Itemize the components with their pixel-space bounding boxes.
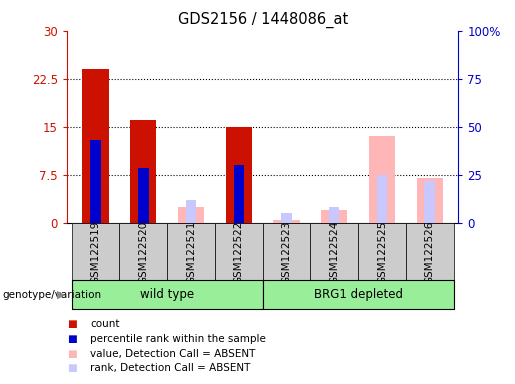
Bar — [138, 168, 148, 223]
Bar — [90, 139, 101, 223]
Bar — [329, 207, 339, 223]
Bar — [72, 280, 263, 309]
Text: GSM122522: GSM122522 — [234, 221, 244, 284]
Text: ■: ■ — [67, 319, 77, 329]
Bar — [417, 178, 443, 223]
Bar — [130, 120, 157, 223]
Text: ■: ■ — [67, 363, 77, 373]
Bar — [226, 127, 252, 223]
Bar — [167, 223, 215, 282]
Text: GSM122526: GSM122526 — [425, 221, 435, 284]
Bar — [215, 223, 263, 282]
Bar — [178, 207, 204, 223]
Bar — [377, 175, 387, 223]
Text: BRG1 depleted: BRG1 depleted — [314, 288, 403, 301]
Bar — [233, 165, 244, 223]
Text: rank, Detection Call = ABSENT: rank, Detection Call = ABSENT — [90, 363, 250, 373]
Bar — [72, 223, 119, 282]
Bar — [358, 223, 406, 282]
Text: GSM122523: GSM122523 — [282, 221, 291, 284]
Bar — [273, 220, 300, 223]
Bar — [281, 213, 292, 223]
Text: ■: ■ — [67, 349, 77, 359]
Text: genotype/variation: genotype/variation — [3, 290, 101, 300]
Text: count: count — [90, 319, 119, 329]
Text: GSM122525: GSM122525 — [377, 221, 387, 284]
Text: percentile rank within the sample: percentile rank within the sample — [90, 334, 266, 344]
Bar — [321, 210, 348, 223]
Bar — [369, 136, 395, 223]
Title: GDS2156 / 1448086_at: GDS2156 / 1448086_at — [178, 12, 348, 28]
Text: GSM122521: GSM122521 — [186, 221, 196, 284]
Text: wild type: wild type — [140, 288, 194, 301]
Bar — [311, 223, 358, 282]
Text: GSM122519: GSM122519 — [91, 221, 100, 284]
Text: GSM122520: GSM122520 — [139, 221, 148, 284]
Text: value, Detection Call = ABSENT: value, Detection Call = ABSENT — [90, 349, 255, 359]
Text: ▶: ▶ — [57, 290, 65, 300]
Bar — [263, 280, 454, 309]
Text: GSM122524: GSM122524 — [329, 221, 339, 284]
Bar — [186, 200, 196, 223]
Bar — [263, 223, 311, 282]
Text: ■: ■ — [67, 334, 77, 344]
Bar — [82, 69, 109, 223]
Bar — [424, 181, 435, 223]
Bar — [119, 223, 167, 282]
Bar — [406, 223, 454, 282]
